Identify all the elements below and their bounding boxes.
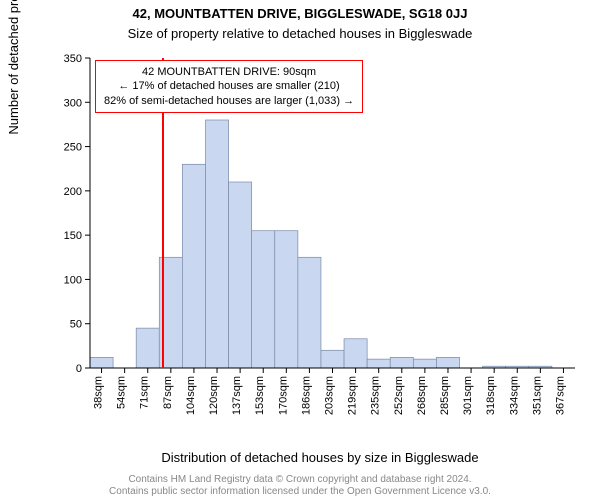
y-axis-label: Number of detached properties — [6, 0, 21, 230]
annotation-box: 42 MOUNTBATTEN DRIVE: 90sqm ← 17% of det… — [95, 60, 363, 113]
x-tick-label: 153sqm — [254, 376, 266, 415]
x-tick-label: 219sqm — [347, 376, 359, 415]
annotation-line-2: ← 17% of detached houses are smaller (21… — [104, 79, 354, 93]
footer: Contains HM Land Registry data © Crown c… — [0, 474, 600, 498]
x-tick-label: 137sqm — [231, 376, 243, 415]
y-tick-label: 300 — [64, 97, 82, 109]
x-tick-label: 71sqm — [139, 376, 151, 409]
x-tick-label: 87sqm — [162, 376, 174, 409]
footer-line-1: Contains HM Land Registry data © Crown c… — [0, 474, 600, 486]
annotation-line-3: 82% of semi-detached houses are larger (… — [104, 94, 354, 108]
x-tick-label: 38sqm — [93, 376, 105, 409]
x-tick-label: 268sqm — [416, 376, 428, 415]
y-tick-label: 50 — [70, 319, 82, 331]
x-tick-label: 120sqm — [208, 376, 220, 415]
histogram-bar — [413, 359, 436, 368]
histogram-bar — [182, 164, 205, 368]
x-tick-label: 170sqm — [277, 376, 289, 415]
histogram-bar — [205, 120, 228, 368]
plot-area: 0 50 100 150 200 250 300 350 38sqm 54sqm 71sqm 87sq… — [60, 48, 580, 418]
histogram-bar — [136, 328, 159, 368]
histogram-bar — [298, 257, 321, 368]
chart-title: Size of property relative to detached ho… — [0, 26, 600, 41]
histogram-bar — [436, 357, 459, 368]
y-tick-label: 200 — [64, 186, 82, 198]
x-tick-label: 334sqm — [508, 376, 520, 415]
x-tick-label: 186sqm — [300, 376, 312, 415]
x-tick-label: 54sqm — [116, 376, 128, 409]
histogram-bar — [390, 357, 413, 368]
histogram-bar — [229, 182, 252, 368]
histogram-bar — [275, 231, 298, 368]
y-tick-label: 0 — [76, 363, 82, 375]
x-tick-label: 235sqm — [370, 376, 382, 415]
y-tick-label: 350 — [64, 53, 82, 65]
x-tick-label: 285sqm — [439, 376, 451, 415]
x-tick-label: 351sqm — [531, 376, 543, 415]
histogram-bar — [344, 339, 367, 368]
x-tick-label: 203sqm — [324, 376, 336, 415]
x-tick-label: 301sqm — [462, 376, 474, 415]
histogram-bar — [90, 357, 113, 368]
histogram-bar — [321, 350, 344, 368]
y-tick-label: 100 — [64, 274, 82, 286]
x-axis-label: Distribution of detached houses by size … — [60, 450, 580, 465]
annotation-line-1: 42 MOUNTBATTEN DRIVE: 90sqm — [104, 65, 354, 79]
histogram-bar — [367, 359, 390, 368]
address-title: 42, MOUNTBATTEN DRIVE, BIGGLESWADE, SG18… — [0, 6, 600, 21]
x-tick-label: 318sqm — [485, 376, 497, 415]
footer-line-2: Contains public sector information licen… — [0, 486, 600, 498]
y-tick-label: 150 — [64, 230, 82, 242]
y-tick-label: 250 — [64, 142, 82, 154]
x-tick-label: 252sqm — [393, 376, 405, 415]
histogram-bar — [252, 231, 275, 368]
x-tick-label: 104sqm — [185, 376, 197, 415]
chart-container: 42, MOUNTBATTEN DRIVE, BIGGLESWADE, SG18… — [0, 0, 600, 500]
x-tick-label: 367sqm — [554, 376, 566, 415]
